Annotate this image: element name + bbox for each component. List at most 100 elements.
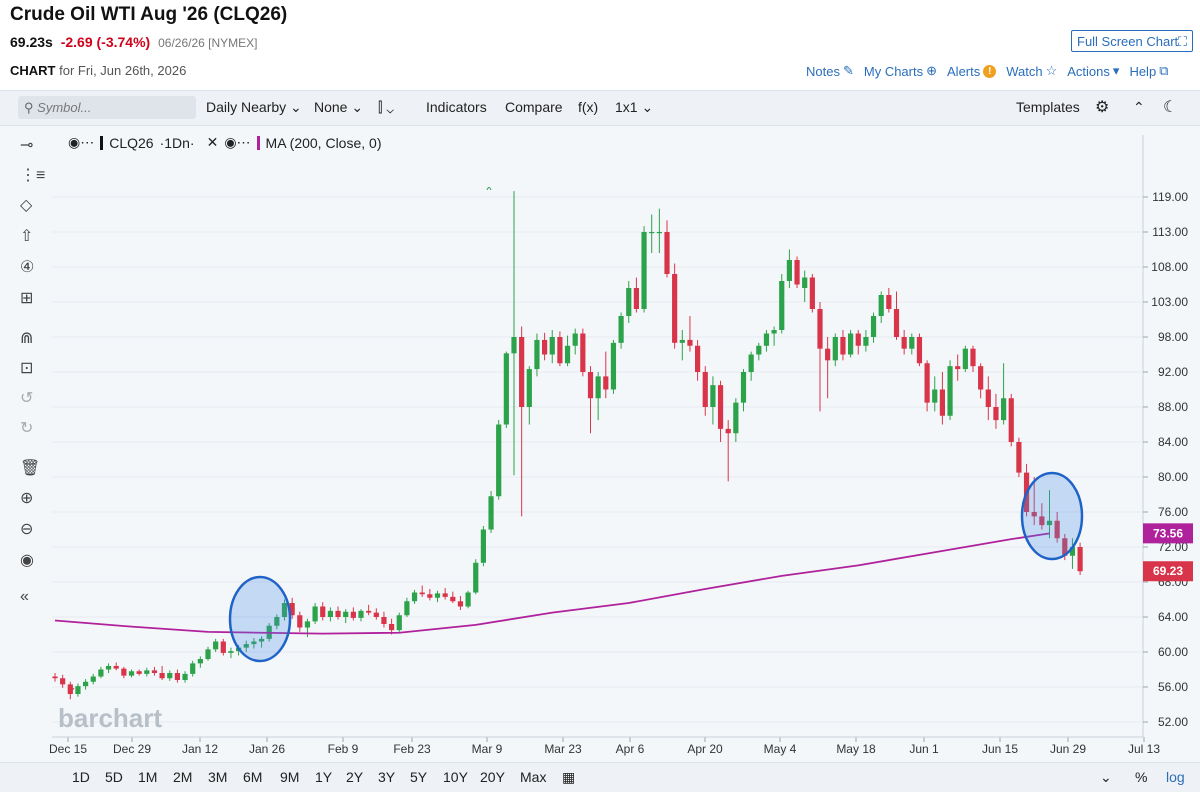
candle-body: [916, 337, 923, 364]
undo-icon[interactable]: ↺: [20, 390, 34, 407]
period-6m[interactable]: 6M: [243, 769, 263, 785]
calendar-icon[interactable]: ▦: [562, 769, 576, 785]
period-3m[interactable]: 3M: [208, 769, 228, 785]
candle-body: [947, 366, 953, 416]
full-screen-chart-button[interactable]: Full Screen Chart ⛶: [1071, 30, 1193, 52]
templates-button[interactable]: Templates: [1016, 99, 1080, 115]
candle-body: [450, 596, 456, 602]
lock-icon[interactable]: ⊡: [20, 360, 34, 377]
zoom-out-icon[interactable]: ⊖: [20, 521, 34, 538]
alerts-link[interactable]: Alerts!: [947, 64, 997, 79]
x-axis: Dec 15 Dec 29 Jan 12 Jan 26 Feb 9 Feb 23 Mar 9…: [49, 736, 1160, 756]
x-tick-label: Apr 6: [616, 742, 645, 756]
candle-body: [633, 288, 639, 309]
compare-button[interactable]: Compare: [505, 99, 563, 115]
interval-dropdown[interactable]: Daily Nearby ⌄: [206, 99, 302, 116]
period-5y[interactable]: 5Y: [410, 769, 428, 785]
candle-body: [779, 281, 785, 330]
period-max[interactable]: Max: [520, 769, 547, 785]
candle-body: [534, 339, 540, 370]
period-1d[interactable]: 1D: [72, 769, 90, 785]
period-3y[interactable]: 3Y: [378, 769, 396, 785]
close-icon[interactable]: ✕: [206, 134, 219, 150]
chevron-down-icon[interactable]: ⌄: [1100, 769, 1112, 785]
indicators-button[interactable]: Indicators: [426, 99, 487, 115]
candle-body: [817, 309, 823, 349]
candle-body: [886, 295, 892, 309]
eye-icon[interactable]: ◉⋯: [224, 134, 251, 150]
period-1y[interactable]: 1Y: [315, 769, 333, 785]
measure-tool-icon[interactable]: ⊞: [20, 290, 34, 307]
period-10y[interactable]: 10Y: [443, 769, 468, 785]
zoom-in-icon[interactable]: ⊕: [20, 490, 34, 507]
period-20y[interactable]: 20Y: [480, 769, 505, 785]
period-2m[interactable]: 2M: [173, 769, 193, 785]
candle-body: [863, 337, 869, 346]
candle-body: [526, 369, 532, 407]
popout-icon: ⧉: [1159, 63, 1169, 78]
eye-icon[interactable]: ◉⋯: [68, 134, 95, 150]
candle-body: [366, 610, 372, 613]
candle-body: [167, 673, 173, 679]
highlight-circle-jan: [228, 575, 292, 663]
candle-body: [939, 389, 945, 416]
fx-button[interactable]: f(x): [578, 99, 599, 115]
candle-body: [404, 601, 410, 616]
candle-body: [725, 428, 731, 434]
candle-body: [389, 624, 395, 631]
period-2y[interactable]: 2Y: [346, 769, 364, 785]
collapse-sidebar-icon[interactable]: «: [20, 588, 29, 605]
period-1m[interactable]: 1M: [138, 769, 158, 785]
chart-date-line: CHART for Fri, Jun 26th, 2026: [10, 63, 186, 78]
candle-body: [304, 621, 311, 628]
notes-link[interactable]: Notes ✎: [806, 63, 854, 79]
layout-dropdown[interactable]: 1x1 ⌄: [615, 99, 653, 116]
chevron-down-icon: ⌄: [290, 99, 302, 115]
dark-mode-icon[interactable]: ☾: [1163, 99, 1178, 116]
log-toggle[interactable]: log: [1166, 769, 1185, 785]
number-tool-icon[interactable]: ④: [20, 259, 35, 276]
edit-icon: ✎: [842, 63, 854, 78]
candle-body: [381, 617, 387, 624]
candle-body: [243, 644, 249, 648]
period-9m[interactable]: 9M: [280, 769, 300, 785]
candle-body: [932, 389, 938, 403]
watch-link[interactable]: Watch ☆: [1006, 63, 1057, 79]
collapse-icon[interactable]: ⌃: [1133, 99, 1145, 115]
candle-body: [1016, 442, 1022, 473]
symbol-search-input[interactable]: ⚲ Symbol...: [18, 96, 196, 119]
watermark: barchart: [58, 703, 162, 733]
notes-label: Notes: [806, 63, 840, 79]
y-axis: 52.0056.0060.0064.0068.0072.0076.0080.00…: [1143, 190, 1188, 729]
magnet-icon[interactable]: ⋒: [20, 330, 34, 347]
last-price-label: 69.23: [1153, 564, 1183, 578]
line-tool-icon[interactable]: ⊸: [20, 137, 34, 154]
candle-body: [978, 366, 984, 390]
candle-body: [465, 592, 471, 607]
candle-body: [1069, 547, 1076, 556]
candle-body: [60, 678, 66, 685]
arrow-tool-icon[interactable]: ⇧: [20, 228, 34, 245]
chart-type-dropdown[interactable]: ⫿ ⌄: [378, 99, 394, 116]
candle-body: [434, 593, 441, 598]
candle-body: [832, 337, 838, 361]
redo-icon[interactable]: ↻: [20, 420, 34, 437]
percent-toggle[interactable]: %: [1135, 769, 1148, 785]
candle-body: [809, 277, 815, 309]
my-charts-link[interactable]: My Charts ⊕: [864, 63, 937, 79]
gear-icon[interactable]: ⚙: [1095, 99, 1110, 116]
ma-price-label: 73.56: [1153, 526, 1183, 540]
actions-menu[interactable]: Actions ▾: [1067, 63, 1119, 79]
aggregation-dropdown[interactable]: None ⌄: [314, 99, 363, 116]
help-label: Help: [1129, 63, 1157, 79]
trash-icon[interactable]: 🗑: [20, 460, 41, 477]
eye-icon[interactable]: ◉: [20, 552, 34, 569]
help-link[interactable]: Help ⧉: [1129, 63, 1168, 79]
candle-body: [511, 337, 517, 354]
period-5d[interactable]: 5D: [105, 769, 123, 785]
price-chart[interactable]: barchart 52.0056.0060.0064.0068.0072.007…: [0, 125, 1200, 765]
candle-body: [519, 337, 525, 407]
shape-tool-icon[interactable]: ◇: [20, 197, 33, 214]
fib-tool-icon[interactable]: ⋮≡: [20, 167, 46, 184]
candle-body: [679, 339, 685, 343]
